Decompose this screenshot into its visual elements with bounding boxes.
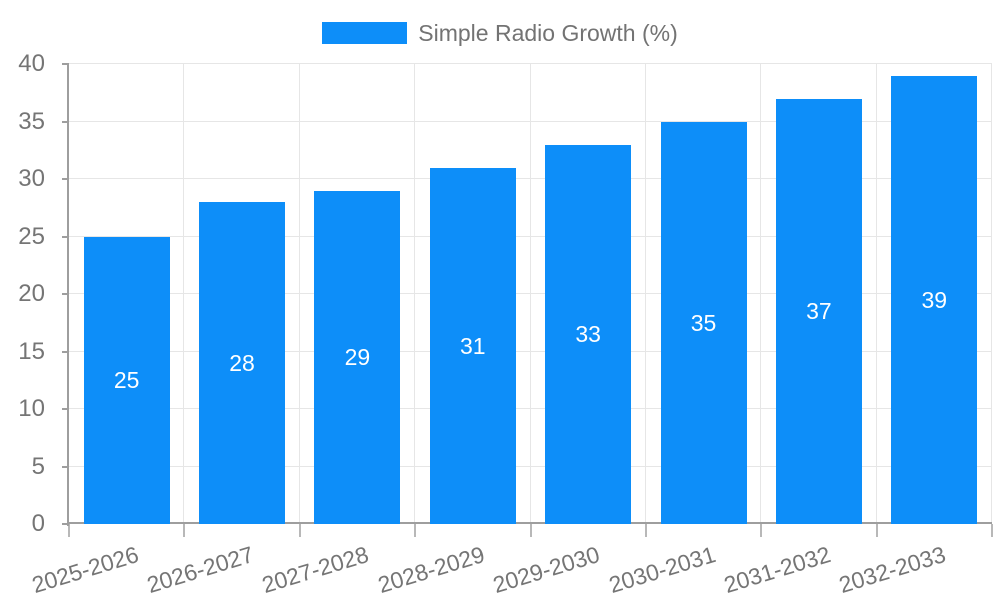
bar: [891, 75, 978, 524]
bar: [775, 98, 862, 524]
gridline-horizontal: [69, 350, 992, 352]
x-axis-line: [67, 522, 992, 524]
y-tick-mark: [62, 235, 69, 238]
x-tick-mark: [644, 524, 647, 537]
legend-label[interactable]: Simple Radio Growth (%): [418, 20, 678, 46]
bar-value-label: 31: [460, 332, 486, 359]
x-tick-mark: [298, 524, 301, 537]
gridline-horizontal: [69, 465, 992, 467]
gridline-vertical: [298, 64, 300, 524]
x-tick-mark: [68, 524, 70, 537]
y-tick-label: 40: [18, 50, 45, 77]
y-tick-mark: [62, 63, 69, 65]
bar: [545, 144, 632, 524]
y-tick-mark: [62, 523, 69, 525]
bar-value-label: 39: [921, 286, 948, 313]
x-tick-mark: [529, 524, 532, 537]
y-tick-mark: [62, 408, 69, 410]
y-tick-mark: [62, 178, 69, 180]
y-tick-label: 20: [18, 280, 45, 307]
gridline-vertical: [183, 64, 185, 524]
chart-legend: Simple Radio Growth (%): [0, 20, 1000, 46]
gridline-horizontal: [69, 178, 992, 179]
gridline-horizontal: [69, 120, 992, 122]
y-tick-label: 15: [18, 337, 45, 365]
bar: [83, 236, 170, 524]
y-tick-label: 0: [31, 510, 45, 537]
x-tick-mark: [991, 524, 993, 537]
x-tick-label: 2026-2027: [143, 541, 257, 599]
y-tick-label: 30: [18, 165, 45, 192]
x-tick-label: 2030-2031: [605, 541, 719, 599]
gridline-vertical: [875, 64, 877, 524]
y-tick-label: 10: [18, 395, 45, 422]
bar-value-label: 33: [575, 321, 601, 348]
gridline-vertical: [414, 64, 416, 524]
y-tick-mark: [62, 465, 69, 468]
x-tick-label: 2027-2028: [259, 541, 373, 599]
y-tick-mark: [62, 293, 69, 295]
gridline-horizontal: [69, 408, 992, 409]
bar: [429, 167, 516, 524]
y-tick-mark: [62, 350, 69, 353]
gridline-horizontal: [69, 293, 992, 294]
y-tick-label: 35: [18, 107, 45, 135]
y-tick-label: 5: [31, 452, 45, 480]
x-tick-mark: [414, 524, 417, 537]
bar: [314, 190, 401, 524]
gridline-vertical: [529, 64, 531, 524]
x-tick-mark: [875, 524, 878, 537]
bar-value-label: 28: [229, 350, 255, 376]
y-axis-line: [67, 64, 69, 526]
y-tick-mark: [62, 120, 69, 123]
bar-value-label: 35: [690, 309, 717, 336]
legend-swatch[interactable]: [322, 22, 408, 44]
bar-value-label: 25: [113, 367, 140, 394]
bar: [199, 202, 286, 524]
bar-value-label: 37: [806, 298, 832, 325]
gridline-vertical: [991, 64, 992, 524]
bar-value-label: 29: [344, 344, 371, 371]
gridline-vertical: [644, 64, 646, 524]
x-tick-label: 2025-2026: [28, 541, 142, 599]
x-tick-label: 2028-2029: [374, 541, 488, 599]
gridline-horizontal: [69, 63, 992, 64]
x-tick-mark: [183, 524, 186, 537]
gridline-vertical: [760, 64, 762, 524]
x-tick-label: 2032-2033: [836, 541, 949, 599]
x-tick-label: 2031-2032: [720, 541, 834, 599]
x-tick-label: 2029-2030: [489, 541, 603, 599]
x-tick-mark: [760, 524, 763, 537]
bar: [660, 121, 747, 524]
y-tick-label: 25: [18, 222, 45, 250]
gridline-horizontal: [69, 235, 992, 237]
